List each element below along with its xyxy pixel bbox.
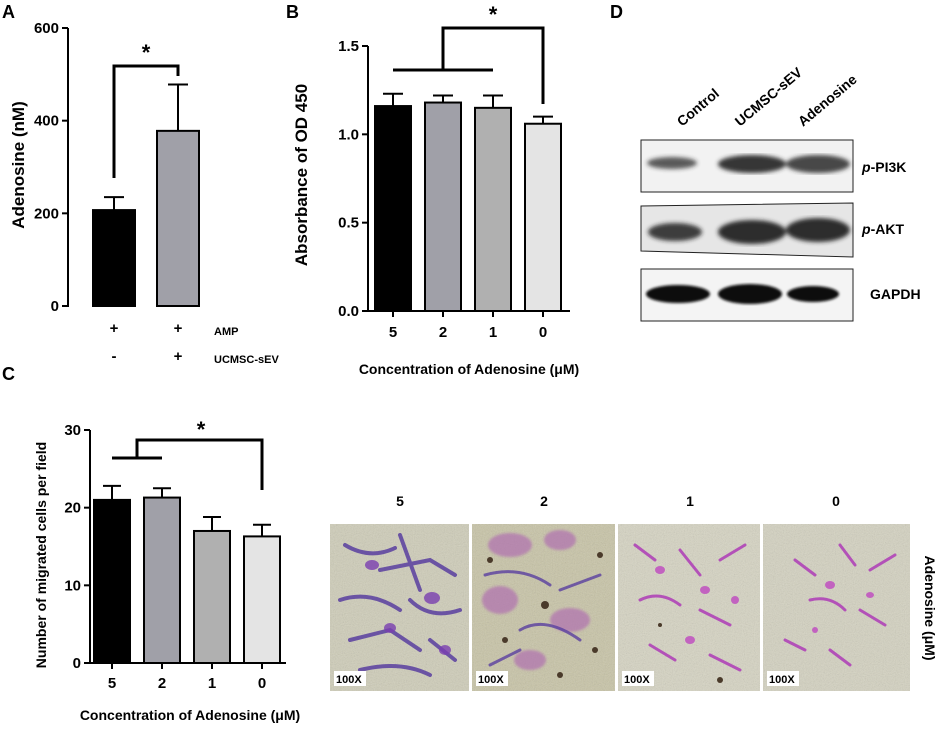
lane-label-adenosine: Adenosine: [795, 71, 860, 129]
panel-a-axes: 0 200 400 600: [34, 20, 69, 315]
condition-label: AMP: [214, 326, 238, 338]
y-tick-label: 30: [64, 422, 81, 439]
blot-p-pi3k: p-PI3K: [640, 139, 906, 193]
panel-a: A Adenosine (nM) 0 200 400 600 * + + AMP - + UCM…: [2, 2, 279, 366]
micrograph-label-3: 0: [832, 493, 840, 509]
bar: [156, 129, 200, 307]
y-tick-label: 1.0: [338, 126, 359, 143]
x-tick-label: 0: [539, 324, 547, 341]
magnification-label: 100X: [478, 674, 504, 686]
micrograph-row: 5 2 1 0: [330, 493, 938, 691]
panel-d: D Control UCMSC-sEV Adenosine p-PI3K p-A…: [610, 2, 921, 322]
bar: [374, 105, 412, 312]
blot-label-p-akt: p-AKT: [861, 221, 904, 237]
x-tick-label: 0: [258, 675, 266, 692]
x-tick-label: 1: [489, 324, 497, 341]
panel-b-ylabel: Absorbance of OD 450: [292, 84, 311, 266]
bar: [243, 535, 281, 664]
micrograph-image: 100X: [472, 524, 615, 691]
blot-label-p-pi3k: p-PI3K: [861, 159, 906, 175]
y-tick-label: 400: [34, 113, 59, 130]
y-tick-label: 0: [51, 298, 59, 315]
significance-star: *: [197, 417, 206, 442]
micrograph-label-0: 5: [396, 493, 404, 509]
condition-sign: +: [174, 348, 183, 365]
bracket-line: [135, 438, 264, 490]
y-tick-label: 10: [64, 577, 81, 594]
condition-label: UCMSC-sEV: [214, 354, 279, 366]
y-tick-label: 1.5: [338, 38, 359, 55]
micrograph-image: 100X: [763, 524, 910, 691]
bar: [143, 496, 181, 664]
significance-star: *: [489, 2, 498, 27]
panel-b-xlabel: Concentration of Adenosine (μM): [359, 361, 579, 377]
blot-label-gapdh: GAPDH: [870, 286, 921, 302]
y-tick-label: 0.0: [338, 303, 359, 320]
micrograph-side-label: Adenosine (μM): [922, 555, 938, 660]
panel-a-bars: *: [92, 40, 200, 307]
micrograph-image: 100X: [618, 524, 760, 691]
y-tick-label: 200: [34, 205, 59, 222]
significance-bracket: *: [393, 2, 545, 104]
micrograph-label-2: 1: [686, 493, 694, 509]
significance-star: *: [142, 40, 151, 65]
panel-letter-a: A: [2, 2, 15, 22]
significance-bracket: *: [112, 417, 264, 490]
x-tick-label: 5: [108, 675, 116, 692]
micrograph-label-1: 2: [540, 493, 548, 509]
x-tick-label: 2: [158, 675, 166, 692]
bar: [524, 122, 562, 312]
x-tick-label: 2: [439, 324, 447, 341]
bracket-line: [112, 64, 180, 178]
panel-letter-d: D: [610, 2, 623, 22]
y-tick-label: 600: [34, 20, 59, 37]
y-tick-label: 0.5: [338, 215, 359, 232]
panel-b-bars: 5 2 1 0 *: [374, 2, 562, 341]
panel-a-conditions: + + AMP - + UCMSC-sEV: [110, 320, 280, 366]
condition-sign: +: [174, 320, 183, 337]
magnification-label: 100X: [336, 674, 362, 686]
panel-b-axes: 0.0 0.5 1.0 1.5: [338, 38, 570, 320]
bar: [424, 101, 462, 312]
significance-bracket: *: [112, 40, 180, 178]
bar: [93, 498, 131, 664]
panel-b: B Absorbance of OD 450 Concentration of …: [286, 2, 579, 377]
panel-c-ylabel: Number of migrated cells per field: [33, 442, 49, 668]
panel-c-bars: 5 2 1 0 *: [93, 417, 281, 692]
bar: [92, 209, 136, 307]
bar: [193, 529, 231, 665]
blot-gapdh: GAPDH: [640, 268, 921, 322]
micrograph-image: 100X: [330, 524, 469, 691]
condition-sign: -: [112, 348, 117, 365]
panel-c: C Number of migrated cells per field Con…: [2, 364, 938, 723]
magnification-label: 100X: [624, 674, 650, 686]
magnification-label: 100X: [769, 674, 795, 686]
bracket-line: [441, 26, 545, 104]
blot-p-akt: p-AKT: [640, 202, 904, 258]
x-tick-label: 1: [208, 675, 216, 692]
bar: [474, 106, 512, 313]
x-tick-label: 5: [389, 324, 397, 341]
y-tick-label: 0: [73, 655, 81, 672]
panel-c-xlabel: Concentration of Adenosine (μM): [80, 707, 300, 723]
panel-a-ylabel: Adenosine (nM): [9, 101, 28, 229]
lane-label-control: Control: [674, 85, 722, 129]
condition-sign: +: [110, 320, 119, 337]
lane-label-ucmsc-sev: UCMSC-sEV: [732, 64, 806, 130]
panel-letter-c: C: [2, 364, 15, 384]
panel-letter-b: B: [286, 2, 299, 22]
y-tick-label: 20: [64, 500, 81, 517]
